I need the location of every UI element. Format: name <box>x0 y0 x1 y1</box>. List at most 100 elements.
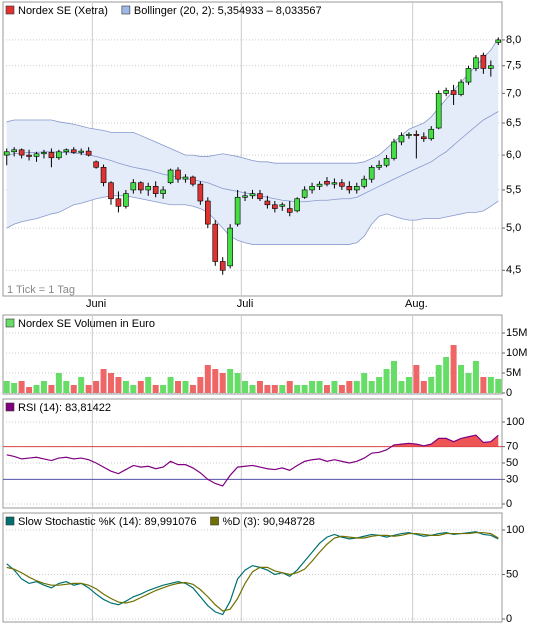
panel-plot <box>3 2 502 296</box>
y-tick-label: 5M <box>506 367 521 379</box>
x-tick-label: Aug. <box>405 298 428 310</box>
legend-swatch <box>5 516 15 526</box>
candle-body <box>219 261 226 271</box>
candle-body <box>406 133 412 136</box>
candle-body <box>324 180 330 185</box>
volume-bar <box>472 361 479 393</box>
volume-bar <box>78 377 85 393</box>
candle-body <box>458 81 464 95</box>
y-tick-label: 0 <box>506 387 512 399</box>
y-tick-label: 100 <box>506 524 524 536</box>
candle-body <box>346 186 353 191</box>
volume-bar <box>63 381 70 393</box>
volume-bar <box>331 381 338 393</box>
legend-label: %D (3): 90,948728 <box>223 516 315 528</box>
volume-bar <box>249 385 256 393</box>
volume-bar <box>242 381 249 393</box>
candle-body <box>488 65 494 69</box>
candle-body <box>309 186 315 191</box>
y-tick-label: 0 <box>506 498 512 510</box>
candle-body <box>85 150 92 156</box>
candle-body <box>93 161 99 168</box>
candle-body <box>48 152 55 159</box>
y-tick-label: 50 <box>506 568 518 580</box>
candle-body <box>331 182 338 185</box>
volume-bar <box>368 381 375 393</box>
candle-body <box>137 182 144 191</box>
volume-bar <box>197 377 204 393</box>
legend-swatch <box>5 5 15 15</box>
candle-body <box>190 176 196 185</box>
legend-label: Slow Stochastic %K (14): 89,991076 <box>18 516 197 528</box>
volume-bar <box>167 377 174 393</box>
candle-body <box>435 93 442 129</box>
y-tick-label: 8,0 <box>506 34 521 46</box>
bollinger-band <box>6 38 499 245</box>
volume-bar <box>48 385 55 393</box>
y-tick-label: 50 <box>506 457 518 469</box>
legend-label: RSI (14): 83,81422 <box>18 402 111 414</box>
volume-bar <box>182 381 189 393</box>
y-tick-label: 15M <box>506 327 527 339</box>
volume-bar <box>361 373 368 393</box>
volume-bar <box>152 385 159 393</box>
volume-bar <box>413 365 420 393</box>
volume-bar <box>204 365 211 393</box>
candle-body <box>383 158 390 166</box>
candle-body <box>18 149 25 156</box>
volume-bar <box>212 369 219 393</box>
volume-bar <box>256 381 263 393</box>
candle-body <box>234 196 241 225</box>
legend-label: Nordex SE (Xetra) <box>18 5 108 17</box>
volume-bar <box>487 377 494 393</box>
volume-bar <box>40 381 47 393</box>
candle-body <box>123 193 129 207</box>
legend-swatch <box>5 402 15 412</box>
candle-body <box>33 153 40 157</box>
volume-bar <box>234 373 241 393</box>
candle-body <box>11 149 17 153</box>
volume-bar <box>398 381 405 393</box>
volume-bar <box>3 381 10 393</box>
series-line <box>6 434 499 487</box>
overbought-fill <box>391 435 499 447</box>
candle-body <box>339 182 345 187</box>
candle-body <box>279 204 286 207</box>
volume-bar <box>383 369 390 393</box>
candle-body <box>391 141 397 159</box>
candle-body <box>495 39 502 43</box>
candle-body <box>242 195 248 198</box>
volume-bar <box>70 385 77 393</box>
series-line <box>6 531 499 616</box>
candle-body <box>160 189 166 194</box>
volume-bar <box>264 385 271 393</box>
candle-body <box>480 54 487 69</box>
volume-bar <box>309 381 316 393</box>
legend-label: Nordex SE Volumen in Euro <box>18 318 155 330</box>
candle-body <box>376 164 382 168</box>
candle-body <box>413 133 420 136</box>
volume-bar <box>122 381 129 393</box>
volume-bar <box>26 387 33 393</box>
volume-bar <box>376 377 383 393</box>
volume-bar <box>323 385 330 393</box>
volume-bar <box>271 385 278 393</box>
bollinger-lower <box>6 195 499 245</box>
volume-bar <box>435 365 442 393</box>
panel-frame <box>2 398 503 509</box>
candle-body <box>428 128 435 140</box>
candle-body <box>353 186 360 191</box>
y-tick-label: 70 <box>506 441 518 453</box>
candle-body <box>3 151 10 156</box>
y-tick-label: 6,0 <box>506 149 521 161</box>
y-tick-label: 6,5 <box>506 117 521 129</box>
candle-body <box>26 154 32 157</box>
volume-bar <box>480 377 487 393</box>
candle-body <box>368 166 375 180</box>
volume-bar <box>137 381 144 393</box>
y-tick-label: 7,0 <box>506 87 521 99</box>
y-tick-label: 100 <box>506 416 524 428</box>
legend-swatch <box>121 5 131 15</box>
volume-bar <box>465 373 472 393</box>
volume-bar <box>443 357 450 393</box>
